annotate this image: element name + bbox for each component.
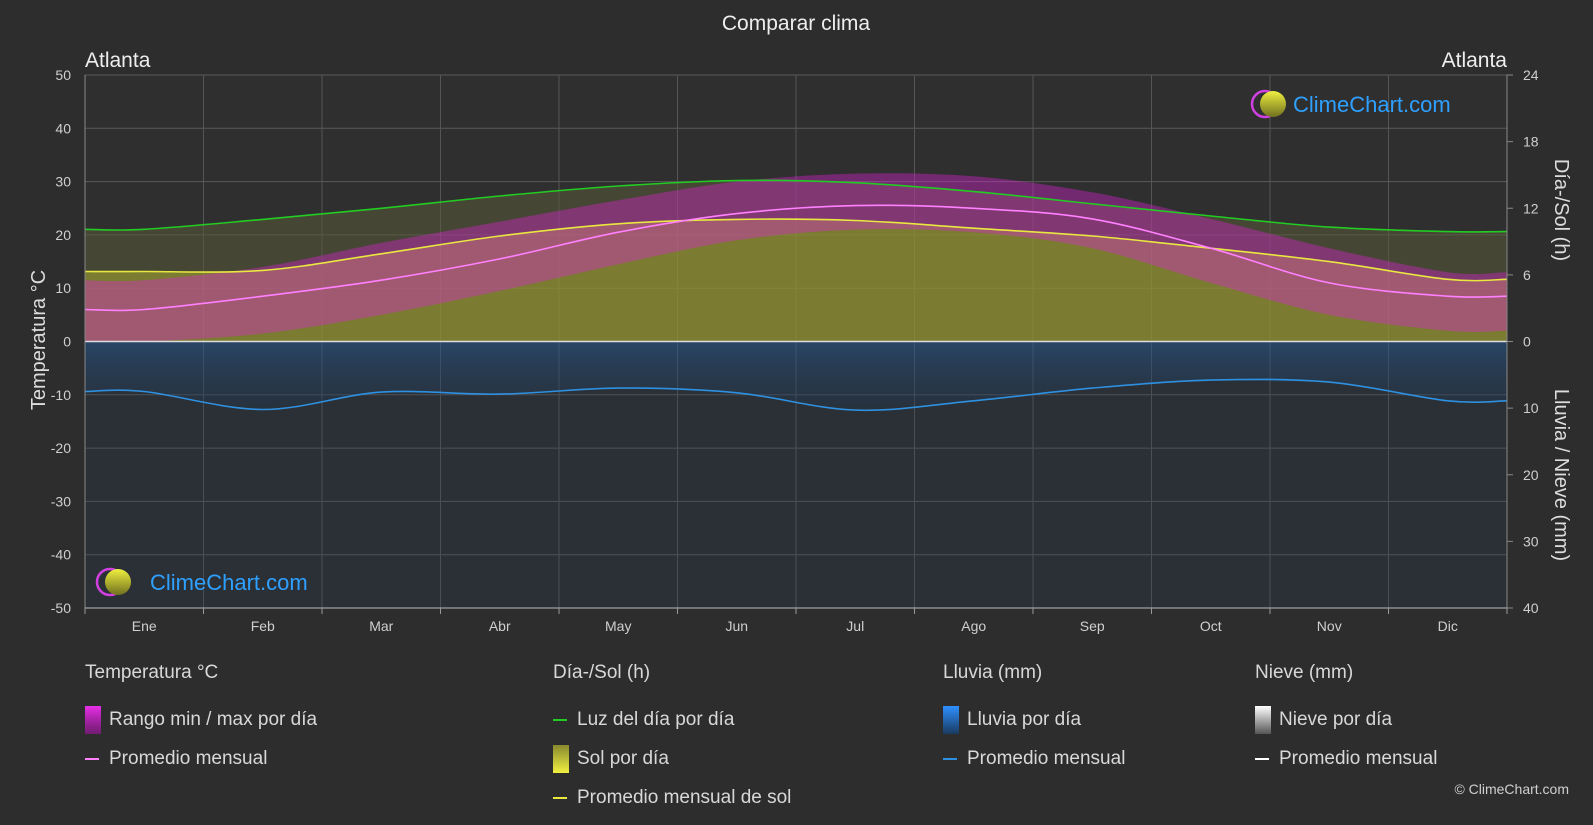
brand-text-bottom: ClimeChart.com: [150, 570, 308, 595]
legend-snow: Nieve (mm) Nieve por día Promedio mensua…: [1255, 662, 1437, 778]
rain-swatch-icon: [943, 705, 959, 734]
range-swatch-icon: [85, 705, 101, 734]
legend-item-snow: Nieve por día: [1255, 700, 1437, 739]
left-tick-label: -20: [51, 440, 71, 456]
line-swatch-icon: [553, 796, 567, 799]
legend-label: Nieve por día: [1279, 708, 1393, 730]
legend-item-snow-avg: Promedio mensual: [1255, 739, 1437, 778]
sunshine-area: [85, 219, 1507, 342]
month-label: Abr: [489, 618, 511, 634]
legend-item-rain: Lluvia por día: [943, 700, 1125, 739]
legend-label: Promedio mensual: [967, 747, 1126, 769]
month-label: Oct: [1200, 618, 1222, 634]
legend-item-temp-avg: Promedio mensual: [85, 739, 317, 778]
snow-swatch-icon: [1255, 705, 1271, 734]
legend-item-temp-range: Rango min / max por día: [85, 700, 317, 739]
right-tick-label: 12: [1523, 200, 1539, 216]
rain-per-day-area: [85, 341, 1507, 608]
right-tick-label: 18: [1523, 134, 1539, 150]
brand-text-top: ClimeChart.com: [1293, 92, 1451, 117]
line-swatch-icon: [553, 718, 567, 721]
left-tick-label: -40: [51, 547, 71, 563]
copyright: © ClimeChart.com: [1454, 781, 1569, 797]
month-label: Jun: [725, 618, 748, 634]
legend-temperature: Temperatura °C Rango min / max por día P…: [85, 662, 317, 778]
left-tick-label: -30: [51, 493, 71, 509]
right-tick-label: 20: [1523, 467, 1539, 483]
right-tick-label: 40: [1523, 600, 1539, 616]
month-label: Ene: [132, 618, 157, 634]
legend-title: Temperatura °C: [85, 662, 219, 683]
month-label: Feb: [251, 618, 275, 634]
left-tick-label: 30: [55, 174, 71, 190]
axes: 50 40 30 20 10 0 -10 -20 -30 -40 -50 24 18 12 6 0 10 20 30…: [51, 67, 1539, 634]
line-swatch-icon: [85, 757, 99, 760]
left-tick-label: 0: [63, 334, 71, 350]
right-tick-label: 0: [1523, 334, 1531, 350]
month-label: Dic: [1438, 618, 1458, 634]
chart-marks: [84, 173, 1508, 608]
left-tick-label: -50: [51, 600, 71, 616]
legend-title: Lluvia (mm): [943, 662, 1043, 683]
temp-avg-line: [84, 204, 1508, 312]
month-label: Jul: [846, 618, 864, 634]
right-tick-label: 10: [1523, 400, 1539, 416]
left-tick-label: -10: [51, 387, 71, 403]
location-right: Atlanta: [1442, 49, 1508, 72]
legend-title: Nieve (mm): [1255, 662, 1354, 683]
legend-daylight: Día-/Sol (h) Luz del día por día Sol por…: [553, 662, 791, 817]
month-label: May: [605, 618, 631, 634]
location-left: Atlanta: [85, 49, 151, 72]
legend-label: Promedio mensual de sol: [577, 786, 792, 808]
line-swatch-icon: [1255, 757, 1269, 760]
month-label: Ago: [961, 618, 986, 634]
temp-range-band: [85, 173, 1507, 343]
legend-item-sunshine: Sol por día: [553, 739, 791, 778]
rain-avg-line: [84, 378, 1508, 412]
legend-rain: Lluvia (mm) Lluvia por día Promedio mens…: [943, 662, 1125, 778]
legend-label: Sol por día: [577, 747, 669, 769]
month-label: Mar: [369, 618, 393, 634]
logo-sun-icon: [1260, 91, 1286, 117]
legend-label: Promedio mensual: [1279, 747, 1438, 769]
daylight-line: [84, 179, 1508, 233]
line-swatch-icon: [943, 757, 957, 760]
legend-item-daylight: Luz del día por día: [553, 700, 791, 739]
left-tick-label: 40: [55, 120, 71, 136]
sunshine-avg-line: [84, 218, 1508, 282]
logo-sun-icon: [105, 569, 131, 595]
left-tick-label: 10: [55, 280, 71, 296]
legend-label: Promedio mensual: [109, 747, 268, 769]
left-axis-label: Temperatura °C: [28, 270, 50, 410]
sun-swatch-icon: [553, 744, 569, 773]
brand-logo-bottom: ClimeChart.com: [95, 567, 308, 597]
legend-title: Día-/Sol (h): [553, 662, 651, 683]
legend-item-sun-avg: Promedio mensual de sol: [553, 778, 791, 817]
legend-label: Rango min / max por día: [109, 708, 318, 730]
month-label: Nov: [1317, 618, 1342, 634]
legend-item-rain-avg: Promedio mensual: [943, 739, 1125, 778]
right-axis-top-label: Día-/Sol (h): [1550, 159, 1572, 261]
chart-title: Comparar clima: [722, 12, 871, 35]
legend-label: Luz del día por día: [577, 708, 735, 730]
right-axis-bottom-label: Lluvia / Nieve (mm): [1550, 389, 1572, 561]
right-tick-label: 6: [1523, 267, 1531, 283]
legend-label: Lluvia por día: [967, 708, 1082, 730]
left-tick-label: 50: [55, 67, 71, 83]
right-tick-label: 30: [1523, 533, 1539, 549]
right-tick-label: 24: [1523, 67, 1539, 83]
left-tick-label: 20: [55, 227, 71, 243]
brand-logo-top: ClimeChart.com: [1250, 89, 1451, 119]
month-label: Sep: [1080, 618, 1105, 634]
